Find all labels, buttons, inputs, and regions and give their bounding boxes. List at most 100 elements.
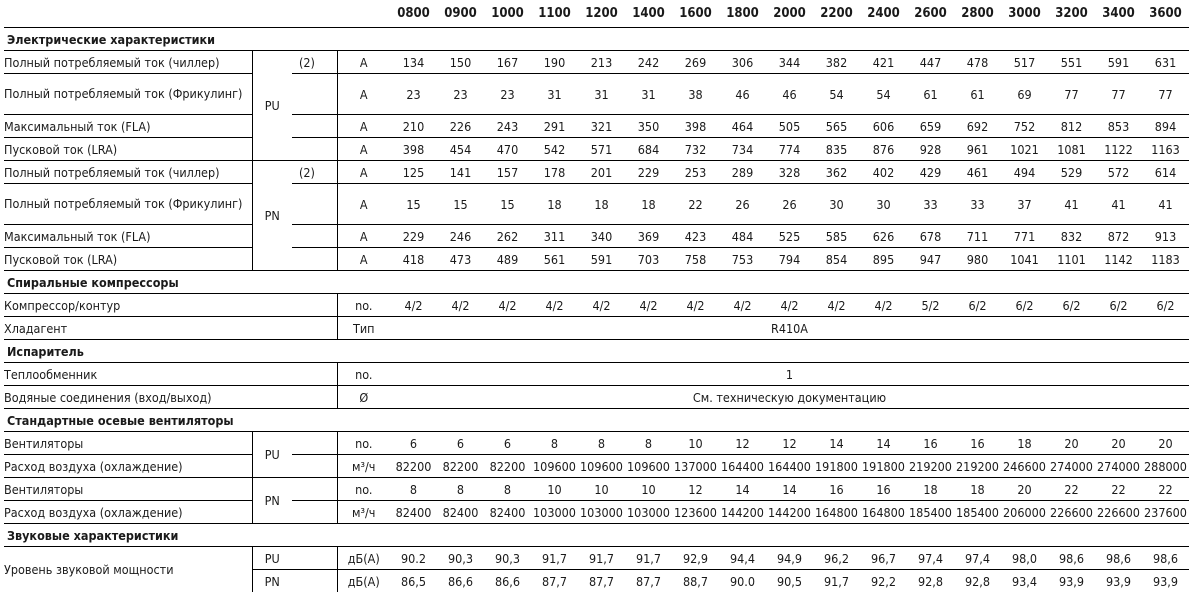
value-cell: 98,0 <box>1001 546 1048 570</box>
model-header-cell: 3000 <box>1008 6 1041 21</box>
value-cell: 77 <box>1095 73 1142 115</box>
value-cell: 157 <box>484 160 531 184</box>
row-note <box>292 247 337 271</box>
value-cell: 10 <box>672 431 719 455</box>
value-cell: 20 <box>1001 477 1048 501</box>
row-unit: A <box>336 224 390 248</box>
value-cell: 464 <box>719 114 766 138</box>
value-cell: 41 <box>1095 183 1142 225</box>
value-cell: 103000 <box>531 500 578 524</box>
value-cell: 31 <box>625 73 672 115</box>
value-cell: 185400 <box>907 500 954 524</box>
value-cell: 190 <box>531 50 578 74</box>
model-group-label: PU <box>251 50 292 161</box>
value-cell: 178 <box>531 160 578 184</box>
row-label: Полный потребляемый ток (Фрикулинг) <box>4 183 252 225</box>
value-cell: 97,4 <box>954 546 1001 570</box>
value-cell: 571 <box>578 137 625 161</box>
row-note <box>292 431 337 455</box>
value-cell: 289 <box>719 160 766 184</box>
value-cell: 832 <box>1048 224 1095 248</box>
value-cell: 591 <box>578 247 625 271</box>
value-cell: 144200 <box>766 500 813 524</box>
value-cell: 758 <box>672 247 719 271</box>
value-cell: 61 <box>907 73 954 115</box>
value-cell: 96,7 <box>860 546 907 570</box>
value-cell: 551 <box>1048 50 1095 74</box>
value-cell: 87,7 <box>578 569 625 592</box>
value-cell: 542 <box>531 137 578 161</box>
row-label: Вентиляторы <box>4 477 252 501</box>
value-cell: 23 <box>437 73 484 115</box>
model-header-cell: 3200 <box>1055 6 1088 21</box>
value-cell: 340 <box>578 224 625 248</box>
row-unit: no. <box>336 293 390 317</box>
section-title: Стандартные осевые вентиляторы <box>4 408 1189 432</box>
value-cell: 26 <box>766 183 813 225</box>
row-unit: A <box>336 247 390 271</box>
value-cell: 82400 <box>484 500 531 524</box>
value-cell: 894 <box>1142 114 1189 138</box>
value-cell: 876 <box>860 137 907 161</box>
value-cell: 12 <box>766 431 813 455</box>
value-cell: 4/2 <box>484 293 531 317</box>
value-cell: 93,9 <box>1048 569 1095 592</box>
value-cell: 18 <box>578 183 625 225</box>
electrical-row: Пусковой ток (LRA) A 418 473 489 561 591 703 758… <box>4 247 1189 271</box>
value-cell: 90,3 <box>484 546 531 570</box>
value-cell: 269 <box>672 50 719 74</box>
value-cell: 229 <box>625 160 672 184</box>
value-cell: 91,7 <box>625 546 672 570</box>
value-cell: 15 <box>484 183 531 225</box>
value-cell: 226600 <box>1048 500 1095 524</box>
value-cell: 87,7 <box>531 569 578 592</box>
value-cell: 10 <box>578 477 625 501</box>
value-cell: 752 <box>1001 114 1048 138</box>
value-cell: 732 <box>672 137 719 161</box>
value-cell: 92,9 <box>672 546 719 570</box>
value-cell: 90,5 <box>766 569 813 592</box>
value-cell: 274000 <box>1048 454 1095 478</box>
value-cell: 454 <box>437 137 484 161</box>
value-cell: 93,4 <box>1001 569 1048 592</box>
row-label: Пусковой ток (LRA) <box>4 137 252 161</box>
value-cell: 854 <box>813 247 860 271</box>
section-evaporator: Испаритель <box>4 339 1189 363</box>
row-unit: Ø <box>336 385 390 409</box>
value-cell: 771 <box>1001 224 1048 248</box>
value-cell: 753 <box>719 247 766 271</box>
value-cell: 274000 <box>1095 454 1142 478</box>
value-cell: 6/2 <box>1001 293 1048 317</box>
value-cell: 350 <box>625 114 672 138</box>
value-cell: 10 <box>531 477 578 501</box>
model-header-cell: 3400 <box>1102 6 1135 21</box>
row-note <box>292 454 337 478</box>
value-cell: 14 <box>766 477 813 501</box>
value-cell: 1041 <box>1001 247 1048 271</box>
value-cell: 4/2 <box>766 293 813 317</box>
value-cell: 41 <box>1048 183 1095 225</box>
value-cell: 246 <box>437 224 484 248</box>
model-header-cell: 1400 <box>632 6 665 21</box>
model-group-label: PU <box>251 431 292 478</box>
value-cell: 447 <box>907 50 954 74</box>
value-cell: 23 <box>390 73 437 115</box>
value-cell: 33 <box>907 183 954 225</box>
value-cell: 1163 <box>1142 137 1189 161</box>
row-label: Уровень звуковой мощности <box>4 546 252 592</box>
value-cell: 4/2 <box>860 293 907 317</box>
value-cell: 8 <box>578 431 625 455</box>
value-cell: 14 <box>860 431 907 455</box>
value-cell: 90.2 <box>390 546 437 570</box>
value-cell: 20 <box>1095 431 1142 455</box>
value-cell: 109600 <box>625 454 672 478</box>
value-cell: 30 <box>860 183 907 225</box>
row-note <box>292 500 337 524</box>
value-cell: 913 <box>1142 224 1189 248</box>
value-cell: 18 <box>531 183 578 225</box>
value-cell: 14 <box>719 477 766 501</box>
row-label: Теплообменник <box>4 362 337 386</box>
value-cell: 31 <box>531 73 578 115</box>
model-header-cell: 0900 <box>444 6 477 21</box>
row-label: Хладагент <box>4 316 337 340</box>
